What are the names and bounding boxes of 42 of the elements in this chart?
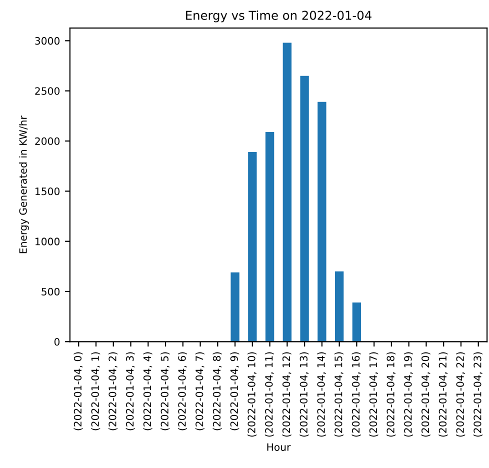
x-tick-label: (2022-01-04, 4) <box>143 352 152 430</box>
x-tick-label: (2022-01-04, 11) <box>264 352 274 437</box>
y-tick-label: 1000 <box>36 238 60 246</box>
bar <box>318 102 326 342</box>
x-tick-label: (2022-01-04, 13) <box>300 352 309 437</box>
y-axis-title: Energy Generated in KW/hr <box>19 116 29 254</box>
x-tick-label: (2022-01-04, 5) <box>160 352 170 430</box>
bar <box>265 132 274 342</box>
x-tick-label: (2022-01-04, 19) <box>404 352 413 437</box>
x-tick-label: (2022-01-04, 23) <box>473 352 482 437</box>
bar <box>282 42 292 342</box>
bar <box>248 152 257 342</box>
bar <box>230 272 240 342</box>
bar <box>334 271 344 342</box>
y-tick-label: 1500 <box>36 188 60 196</box>
x-tick-label: (2022-01-04, 14) <box>317 352 326 437</box>
x-tick-label: (2022-01-04, 2) <box>108 352 118 430</box>
bar <box>300 76 309 342</box>
x-axis-title: Hour <box>267 443 291 451</box>
y-tick-label: 3000 <box>35 37 60 45</box>
x-tick-label: (2022-01-04, 12) <box>282 352 292 437</box>
y-tick-label: 500 <box>42 288 60 296</box>
x-tick-label: (2022-01-04, 21) <box>438 352 448 437</box>
x-tick-label: (2022-01-04, 22) <box>456 352 466 437</box>
chart-title: Energy vs Time on 2022-01-04 <box>186 10 372 22</box>
x-tick-label: (2022-01-04, 7) <box>195 352 204 430</box>
x-tick-label: (2022-01-04, 16) <box>352 352 361 437</box>
x-tick-label: (2022-01-04, 18) <box>386 352 396 437</box>
x-tick-label: (2022-01-04, 15) <box>334 352 344 437</box>
x-tick-label: (2022-01-04, 10) <box>248 352 257 437</box>
x-tick-label: (2022-01-04, 3) <box>126 352 135 430</box>
x-tick-label: (2022-01-04, 8) <box>212 352 222 430</box>
x-tick-label: (2022-01-04, 9) <box>230 352 240 430</box>
x-tick-label: (2022-01-04, 20) <box>421 352 430 437</box>
x-tick-label: (2022-01-04, 1) <box>91 352 100 430</box>
y-tick-label: 0 <box>54 338 60 346</box>
y-tick-label: 2000 <box>35 137 60 146</box>
bar <box>352 302 362 342</box>
x-tick-label: (2022-01-04, 6) <box>178 352 188 430</box>
x-tick-label: (2022-01-04, 17) <box>369 352 378 437</box>
y-tick-label: 2500 <box>35 87 60 95</box>
x-tick-label: (2022-01-04, 0) <box>74 352 83 430</box>
